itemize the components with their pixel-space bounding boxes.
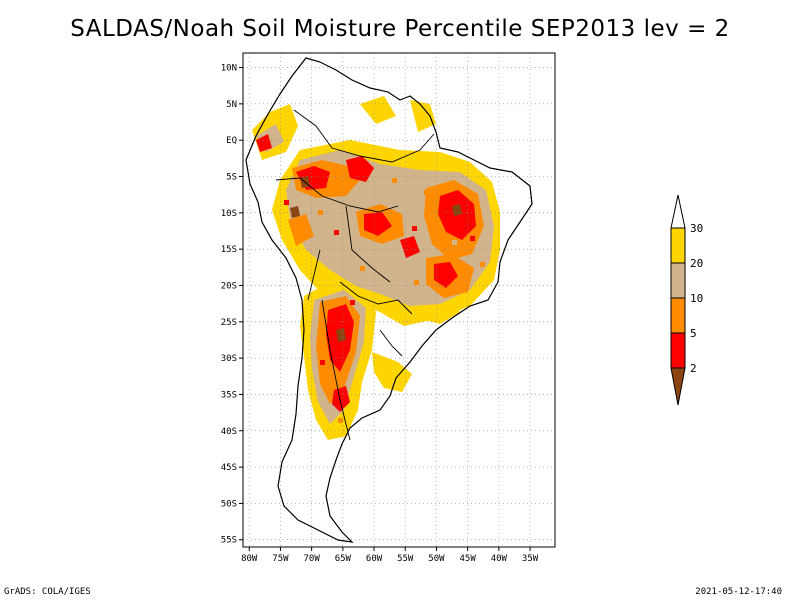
legend-swatch-bottom — [670, 367, 686, 406]
percentile-region-p2_5 — [364, 212, 392, 236]
percentile-speck-p10_20 — [396, 276, 401, 281]
percentile-speck-p5_10 — [392, 178, 397, 183]
percentile-region-p5_10 — [288, 214, 314, 246]
legend-colorbar: 30 20 10 5 2 — [670, 194, 703, 406]
percentile-speck-p10_20 — [370, 190, 375, 195]
legend-label: 2 — [690, 362, 697, 375]
lat-tick-label: EQ — [226, 136, 237, 146]
legend-label: 20 — [690, 257, 703, 270]
percentile-speck-p2_5 — [350, 300, 355, 305]
lat-tick-label: 10S — [221, 209, 237, 219]
lat-tick-label: 15S — [221, 245, 237, 255]
lat-tick-label: 45S — [221, 463, 237, 473]
percentile-region-p0_2 — [336, 328, 346, 342]
lon-tick-label: 70W — [304, 554, 321, 564]
percentile-speck-p10_20 — [340, 260, 345, 265]
lat-tick-label: 35S — [221, 390, 237, 400]
footer-credit: GrADS: COLA/IGES — [4, 587, 91, 597]
lat-tick-label: 50S — [221, 499, 237, 509]
percentile-region-p20_30 — [410, 100, 436, 132]
map-title: SALDAS/Noah Soil Moisture Percentile SEP… — [70, 16, 730, 42]
percentile-speck-p2_5 — [470, 236, 475, 241]
lon-tick-label: 50W — [428, 554, 445, 564]
lon-tick-label: 35W — [522, 554, 539, 564]
percentile-speck-p5_10 — [318, 210, 323, 215]
lat-tick-label: 5N — [226, 100, 237, 110]
lon-tick-label: 40W — [491, 554, 508, 564]
percentile-region-p20_30 — [372, 352, 412, 392]
percentile-speck-p5_10 — [480, 262, 485, 267]
percentile-region-p2_5 — [256, 134, 272, 152]
percentile-speck-p2_5 — [320, 360, 325, 365]
legend-swatch — [670, 227, 686, 264]
percentile-region-p20_30 — [360, 96, 396, 124]
lat-tick-label: 10N — [221, 64, 237, 74]
lon-tick-label: 80W — [241, 554, 258, 564]
percentile-speck-p5_10 — [414, 280, 419, 285]
lon-tick-label: 60W — [366, 554, 383, 564]
percentile-speck-p2_5 — [284, 200, 289, 205]
percentile-region-p0_2 — [290, 206, 300, 218]
percentile-speck-p10_20 — [452, 240, 457, 245]
percentile-speck-p5_10 — [424, 190, 429, 195]
legend-label: 5 — [690, 327, 697, 340]
legend-label: 30 — [690, 222, 703, 235]
percentile-speck-p2_5 — [334, 230, 339, 235]
footer-timestamp: 2021-05-12-17:40 — [695, 587, 782, 597]
percentile-speck-p5_10 — [360, 266, 365, 271]
lat-tick-label: 25S — [221, 318, 237, 328]
legend-swatch — [670, 332, 686, 369]
lat-tick-label: 55S — [221, 536, 237, 546]
lat-tick-label: 30S — [221, 354, 237, 364]
percentile-speck-p2_5 — [412, 226, 417, 231]
legend-label: 10 — [690, 292, 703, 305]
percentile-region-p2_5 — [346, 156, 374, 182]
coastline — [245, 57, 533, 543]
map-frame — [242, 52, 556, 548]
percentile-region-p2_5 — [434, 262, 458, 288]
lon-tick-label: 55W — [397, 554, 414, 564]
percentile-speck-p5_10 — [338, 418, 343, 423]
legend-swatch — [670, 262, 686, 299]
lon-tick-label: 75W — [272, 554, 289, 564]
lat-tick-label: 5S — [226, 173, 237, 183]
legend-swatch — [670, 297, 686, 334]
percentile-region-p2_5 — [332, 386, 350, 412]
legend-swatch-top — [670, 194, 686, 229]
lat-tick-label: 20S — [221, 281, 237, 291]
lon-tick-label: 45W — [460, 554, 477, 564]
lat-tick-label: 40S — [221, 427, 237, 437]
percentile-speck-p5_10 — [300, 236, 305, 241]
lon-tick-label: 65W — [335, 554, 352, 564]
